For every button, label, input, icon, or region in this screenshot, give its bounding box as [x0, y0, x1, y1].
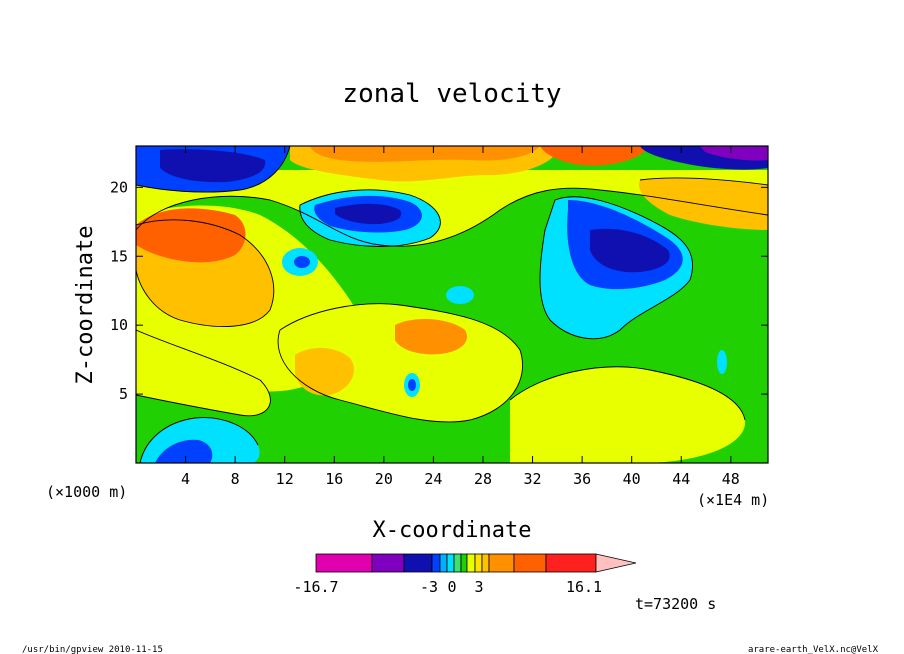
colorbar-segment — [446, 553, 455, 573]
colorbar-extension-arrow — [595, 553, 637, 573]
contour-cyan-blob-b — [446, 286, 474, 304]
x-unit-left: (×1000 m) — [46, 483, 127, 501]
x-tick-label: 44 — [672, 470, 690, 488]
x-tick-label: 4 — [181, 470, 190, 488]
x-tick-label: 40 — [623, 470, 641, 488]
colorbar-label-0: 0 — [447, 578, 456, 596]
colorbar-segment — [488, 553, 515, 573]
contour-darkblue-right — [590, 228, 670, 273]
x-tick-label: 28 — [474, 470, 492, 488]
chart-title: zonal velocity — [342, 79, 561, 109]
x-tick-label: 48 — [722, 470, 740, 488]
colorbar-segment — [513, 553, 547, 573]
contour-purple-topright — [700, 146, 768, 161]
colorbar-min-label: -16.7 — [293, 578, 338, 596]
y-axis: 5 10 15 20 — [110, 178, 768, 403]
footer-left: /usr/bin/gpview 2010-11-15 — [22, 645, 163, 654]
contour-lines — [136, 146, 768, 463]
x-tick-label: 20 — [375, 470, 393, 488]
contour-blue-blob-c — [408, 379, 416, 391]
contour-deep-orange-left — [136, 208, 246, 263]
contour-orange-center — [395, 318, 468, 355]
x-axis-label: X-coordinate — [373, 518, 532, 543]
y-tick-label: 15 — [110, 247, 128, 265]
contour-cyan-blob-d — [717, 350, 727, 374]
colorbar-segment — [481, 553, 490, 573]
y-tick-label: 20 — [110, 178, 128, 196]
y-tick-label: 5 — [119, 385, 128, 403]
contour-darkblue-mid — [335, 203, 402, 225]
colorbar-segment — [431, 553, 441, 573]
colorbar-segment — [545, 553, 597, 573]
plot-frame — [135, 145, 769, 464]
x-unit-right: (×1E4 m) — [697, 491, 769, 509]
x-tick-label: 32 — [524, 470, 542, 488]
colorbar-max-label: 16.1 — [566, 578, 602, 596]
colorbar-segment — [403, 553, 433, 573]
colorbar-segment — [315, 553, 373, 573]
x-tick-label: 24 — [424, 470, 442, 488]
colorbar-label-minus3: -3 — [420, 578, 438, 596]
contour-yellow-right — [510, 366, 746, 463]
y-tick-label: 10 — [110, 316, 128, 334]
colorbar — [315, 553, 637, 573]
x-tick-label: 8 — [231, 470, 240, 488]
colorbar-segment — [439, 553, 448, 573]
time-annotation: t=73200 s — [635, 595, 716, 613]
plot-area — [136, 146, 768, 463]
colorbar-segment — [466, 553, 476, 573]
x-tick-label: 36 — [573, 470, 591, 488]
contour-orange-mid — [295, 347, 354, 396]
colorbar-segment — [460, 553, 468, 573]
colorbar-segment — [371, 553, 405, 573]
colorbar-segment — [474, 553, 483, 573]
contour-orange-topright — [639, 177, 768, 230]
colorbar-segment — [453, 553, 462, 573]
x-tick-label: 16 — [325, 470, 343, 488]
y-axis-label: Z-coordinate — [73, 226, 98, 385]
contour-blue-bottomleft — [155, 439, 213, 463]
footer-right: arare-earth_VelX.nc@VelX — [748, 645, 879, 654]
contour-yellow-bottom-left — [136, 330, 271, 416]
x-tick-label: 12 — [276, 470, 294, 488]
contour-blue-blob-a — [294, 256, 310, 268]
contour-darkblue-topleft — [160, 149, 266, 183]
contour-red-top — [540, 146, 650, 166]
colorbar-label-3: 3 — [474, 578, 483, 596]
x-axis: 4 8 12 16 20 24 28 32 36 40 44 48 — [181, 146, 740, 488]
contour-yellow-upper — [136, 170, 768, 247]
